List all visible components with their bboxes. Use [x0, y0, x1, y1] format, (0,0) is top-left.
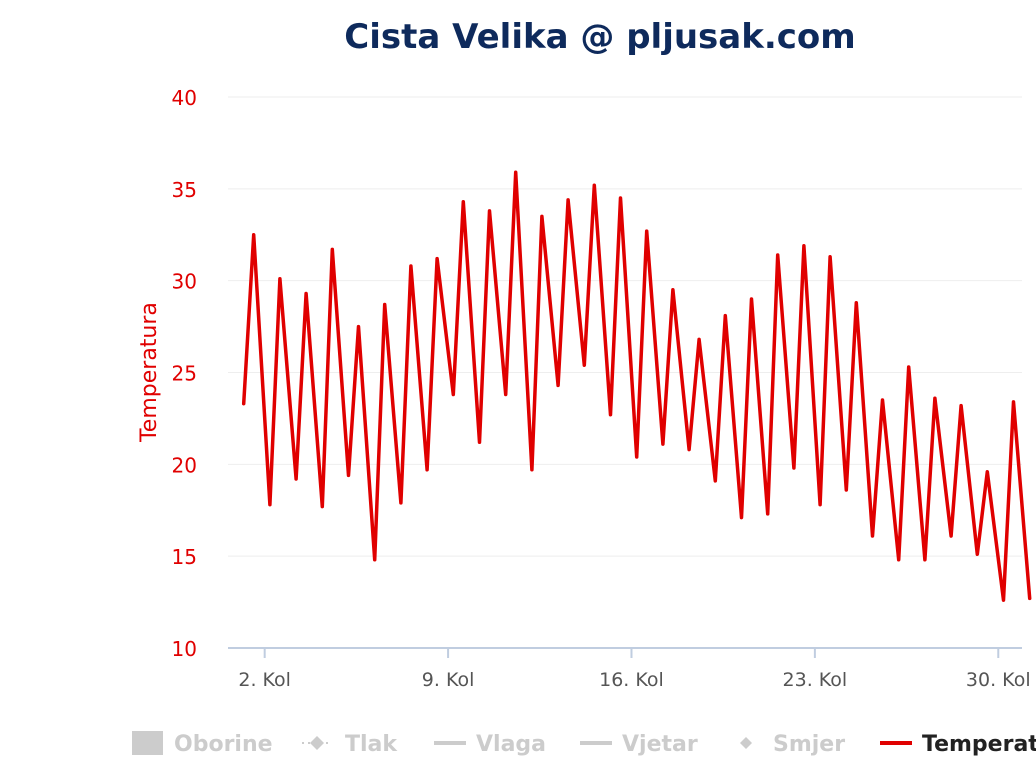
y-tick-label: 30 — [172, 270, 197, 294]
legend-label: Vlaga — [476, 732, 546, 757]
x-tick-label: 16. Kol — [599, 669, 664, 691]
y-tick-label: 10 — [172, 637, 197, 661]
y-tick-label: 20 — [172, 453, 197, 477]
y-tick-label: 40 — [172, 86, 197, 110]
legend-item-smjer[interactable]: Smjer — [740, 732, 845, 757]
legend-item-temperatura[interactable]: Temperatura — [880, 732, 1036, 757]
x-axis-ticks: 2. Kol 9. Kol 16. Kol 23. Kol 30. Kol — [238, 648, 1031, 691]
legend-label: Vjetar — [622, 732, 698, 757]
legend-item-tlak[interactable]: Tlak — [302, 732, 398, 757]
x-tick-label: 23. Kol — [783, 669, 848, 691]
chart-title: Cista Velika @ pljusak.com — [344, 17, 855, 57]
legend-item-vlaga[interactable]: Vlaga — [434, 732, 546, 757]
y-tick-label: 35 — [172, 178, 197, 202]
y-axis-ticks: 10 15 20 25 30 35 40 — [172, 86, 197, 661]
temperature-line — [241, 170, 1032, 602]
y-tick-label: 15 — [172, 545, 197, 569]
y-tick-label: 25 — [172, 362, 197, 386]
y-axis-label: Temperatura — [137, 302, 162, 443]
legend-item-vjetar[interactable]: Vjetar — [580, 732, 698, 757]
legend-label: Temperatura — [922, 732, 1036, 757]
legend-symbol-diamond — [740, 737, 752, 749]
legend-item-oborine[interactable]: Oborine — [132, 731, 273, 757]
legend-label: Smjer — [773, 732, 845, 757]
x-tick-label: 9. Kol — [422, 669, 475, 691]
legend-symbol-diamond — [310, 736, 324, 750]
legend: Oborine Tlak Vlaga Vjetar Smjer Temperatura — [132, 731, 1036, 757]
legend-symbol-square — [132, 731, 163, 755]
x-tick-label: 2. Kol — [238, 669, 291, 691]
x-tick-label: 30. Kol — [966, 669, 1031, 691]
series-area — [241, 170, 1032, 602]
legend-label: Oborine — [174, 732, 273, 757]
legend-label: Tlak — [345, 732, 398, 757]
